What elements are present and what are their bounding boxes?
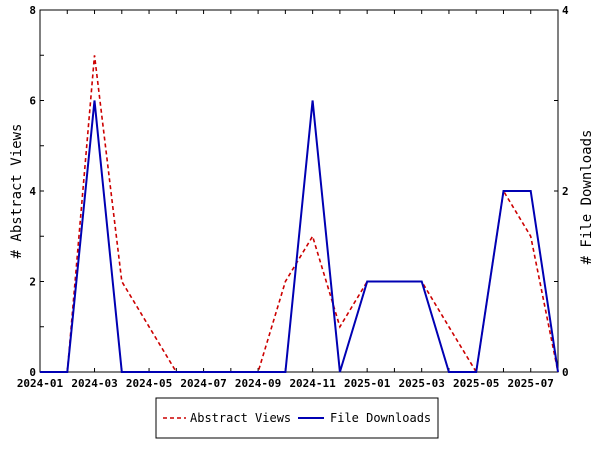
y-tick-label: 2 <box>29 276 36 289</box>
x-tick-label: 2024-09 <box>235 377 281 390</box>
series-line-abstract-views <box>40 55 559 375</box>
series-layer <box>40 55 559 375</box>
x-tick-label: 2025-03 <box>399 377 445 390</box>
y-tick-label: 0 <box>29 366 36 379</box>
y-tick-label: 8 <box>29 4 36 17</box>
legend-box <box>155 397 439 439</box>
y2-tick-label: 2 <box>562 185 569 198</box>
y-axis-right: 0 2 4 <box>554 4 569 379</box>
x-tick-label: 2024-11 <box>289 377 336 390</box>
y-axis-left: 0 2 4 6 8 <box>29 4 44 379</box>
x-tick-label: 2024-07 <box>180 377 226 390</box>
y-tick-label: 4 <box>29 185 36 198</box>
y2-tick-label: 4 <box>562 4 569 17</box>
x-tick-label: 2024-01 <box>17 377 64 390</box>
y2-axis-title: # File Downloads <box>579 130 595 265</box>
series-line-file-downloads <box>40 100 559 373</box>
x-tick-label: 2024-05 <box>126 377 172 390</box>
x-tick-label: 2024-03 <box>71 377 117 390</box>
x-axis: 2024-01 2024-03 2024-05 2024-07 2024-09 2024-… <box>17 10 559 390</box>
y-axis-title: # Abstract Views <box>9 124 25 259</box>
plot-frame <box>39 9 559 373</box>
legend-label-abstract-views: Abstract Views <box>190 411 291 425</box>
x-tick-label: 2025-01 <box>344 377 391 390</box>
y-tick-label: 6 <box>29 95 36 108</box>
x-tick-label: 2025-05 <box>453 377 499 390</box>
legend: Abstract Views File Downloads <box>155 397 439 439</box>
x-tick-label: 2025-07 <box>508 377 554 390</box>
legend-label-file-downloads: File Downloads <box>330 411 431 425</box>
y2-tick-label: 0 <box>562 366 569 379</box>
